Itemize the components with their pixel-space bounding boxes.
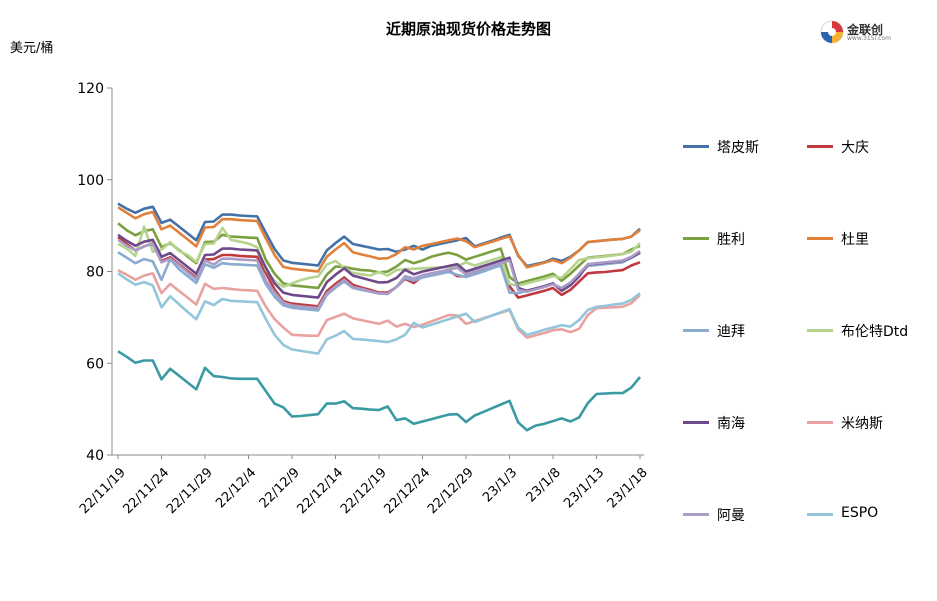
x-tick-label: 22/12/14: [294, 465, 346, 517]
legend-swatch: [807, 329, 833, 332]
series-line: [117, 350, 642, 432]
series-line: [117, 272, 641, 355]
brand-logo: 金联创 www.315i.com: [820, 20, 900, 46]
y-tick-label: 40: [86, 448, 104, 464]
y-tick-label: 60: [86, 356, 104, 372]
logo-icon: [820, 20, 844, 44]
series-line: [117, 206, 641, 273]
x-tick-label: 22/11/24: [120, 465, 172, 517]
series-line: [117, 238, 641, 310]
legend-swatch: [683, 421, 709, 424]
legend-label: 迪拜: [717, 324, 745, 340]
y-tick-label: 120: [77, 81, 104, 97]
series-line: [117, 202, 641, 268]
x-tick-label: 22/12/29: [425, 465, 477, 517]
legend-swatch: [807, 145, 833, 148]
legend-label: 塔皮斯: [717, 140, 759, 156]
legend-label: 杜里: [841, 232, 869, 248]
legend-label: 南海: [717, 416, 745, 432]
legend-label: ESPO: [841, 505, 879, 521]
legend-label: 阿曼: [717, 508, 745, 524]
logo-text: 金联创: [847, 23, 884, 37]
legend-label: 布伦特Dtd: [841, 324, 909, 340]
x-tick-label: 22/12/19: [338, 465, 390, 517]
x-axis-tick-labels: 22/11/1922/11/2422/11/2922/12/422/12/922…: [77, 455, 651, 517]
legend-label: 大庆: [841, 140, 869, 156]
series-line: [117, 225, 641, 288]
legend-swatch: [683, 237, 709, 240]
chart-axes: 40 60 80 100 120: [77, 81, 644, 464]
legend-swatch: [683, 329, 709, 332]
legend-swatch: [807, 513, 833, 516]
logo-url: www.315i.com: [847, 35, 891, 42]
legend-swatch: [683, 145, 709, 148]
legend-label: 胜利: [717, 232, 745, 248]
x-tick-label: 23/1/13: [561, 465, 607, 511]
y-tick-label: 80: [86, 265, 104, 281]
x-tick-label: 22/12/4: [213, 465, 259, 511]
legend-swatch: [683, 513, 709, 516]
legend-swatch: [807, 237, 833, 240]
x-tick-label: 23/1/8: [524, 465, 564, 505]
y-tick-label: 100: [77, 173, 104, 189]
chart-title: 近期原油现货价格走势图: [385, 20, 551, 38]
x-tick-label: 23/1/18: [605, 465, 651, 511]
legend-label: 米纳斯: [841, 416, 883, 432]
x-tick-label: 22/11/29: [164, 465, 216, 517]
series-line: [117, 268, 641, 339]
legend-swatch: [807, 421, 833, 424]
y-axis-unit: 美元/桶: [10, 41, 54, 56]
x-tick-label: 23/1/3: [480, 465, 520, 505]
x-tick-label: 22/12/24: [381, 465, 433, 517]
chart-series-lines: [117, 202, 642, 432]
x-tick-label: 22/11/19: [77, 465, 129, 517]
